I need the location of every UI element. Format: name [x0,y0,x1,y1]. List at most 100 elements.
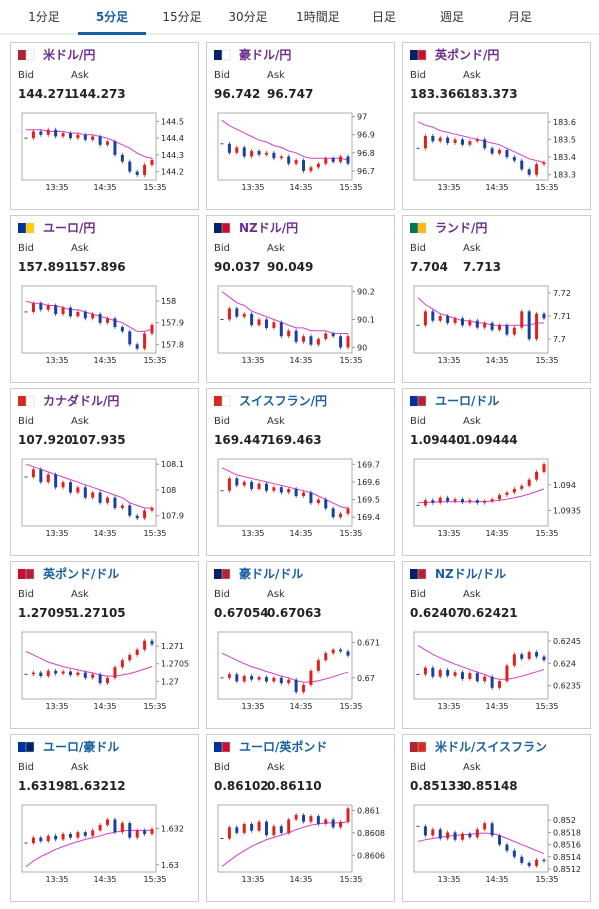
pair-name[interactable]: 英ポンド/ドル [43,566,119,581]
pair-name[interactable]: 英ポンド/円 [435,47,499,62]
bid-label: Bid [18,70,34,81]
candle [54,835,58,840]
pair-name[interactable]: スイスフラン/円 [239,394,327,408]
candle [512,327,516,335]
candle [535,652,539,657]
candle [143,333,147,349]
candle [242,313,246,317]
candle [227,143,231,153]
candle [520,654,524,659]
ask-label: Ask [463,243,481,254]
x-tick-label: 13:35 [241,183,264,192]
x-tick-label: 14:35 [93,875,116,884]
x-tick-label: 13:35 [241,529,264,538]
pair-name[interactable]: ランド/円 [435,221,487,235]
candle [257,821,261,831]
x-tick-label: 14:35 [485,183,508,192]
candle [128,505,132,516]
pair-name[interactable]: ユーロ/ドル [435,394,499,408]
candle [542,859,546,862]
bid-value: 157.891 [18,260,73,274]
pair-name[interactable]: NZドル/ドル [435,567,506,581]
ask-value: 0.86110 [267,779,322,793]
tab[interactable]: 日足 [372,10,396,24]
tab[interactable]: 月足 [508,10,532,24]
bid-value: 183.366 [410,87,465,101]
y-tick-label: 144.2 [161,168,184,177]
pair-name[interactable]: 米ドル/スイスフラン [435,739,547,754]
y-tick-label: 169.5 [357,496,380,505]
tab[interactable]: 週足 [440,10,464,24]
candle [438,497,442,503]
tab[interactable]: 15分足 [162,10,201,24]
pair-name[interactable]: ユーロ/豪ドル [43,739,119,754]
candle [294,679,298,692]
tab[interactable]: 1分足 [28,10,60,24]
x-tick-label: 14:35 [93,183,116,192]
x-tick-label: 13:35 [45,529,68,538]
bid-value: 107.920 [18,433,73,447]
flag [25,568,35,580]
bid-label: Bid [410,70,426,81]
candle [453,832,457,840]
candle [490,322,494,330]
pair-name[interactable]: 豪ドル/ドル [239,566,303,581]
candle [39,303,43,310]
candle [68,833,72,838]
pair-name[interactable]: ユーロ/英ポンド [239,739,327,754]
flag [417,222,427,234]
pair-name[interactable]: NZドル/円 [239,221,298,235]
bid-label: Bid [214,589,230,600]
candle [279,322,283,337]
x-tick-label: 15:35 [535,875,558,884]
pair-name[interactable]: カナダドル/円 [43,393,119,408]
bid-label: Bid [214,70,230,81]
ask-label: Ask [463,70,481,81]
x-tick-label: 15:35 [143,356,166,365]
candle [483,139,487,149]
candle [542,313,546,319]
candle [227,674,231,678]
candle [498,835,502,845]
moving-average [25,463,152,509]
flag [221,49,231,61]
candle [498,681,502,688]
candle [250,481,254,489]
flag [25,741,35,753]
candle [257,483,261,489]
candle [490,676,494,688]
tab[interactable]: 5分足 [96,9,128,24]
y-tick-label: 1.27 [161,677,179,686]
candle [542,656,546,661]
candle [294,488,298,497]
candle [272,322,276,328]
candle [31,303,35,312]
candle [250,313,254,326]
candle [505,150,509,158]
flag [410,569,418,579]
candle [331,819,335,828]
y-tick-label: 90.2 [357,288,375,297]
candle [54,129,58,137]
y-tick-label: 1.0935 [553,507,581,516]
pair-name[interactable]: 豪ドル/円 [239,47,291,62]
candle [54,670,58,674]
bid-value: 1.63198 [18,779,73,793]
x-tick-label: 13:35 [437,356,460,365]
candle [438,137,442,142]
ask-label: Ask [463,762,481,773]
pair-name[interactable]: 米ドル/円 [43,47,95,62]
pair-name[interactable]: ユーロ/円 [43,221,95,235]
y-tick-label: 0.8518 [553,828,581,837]
flag [221,568,231,580]
tab[interactable]: 1時間足 [296,10,340,24]
x-tick-label: 14:35 [485,875,508,884]
y-tick-label: 0.6235 [553,682,581,691]
x-tick-label: 15:35 [339,875,362,884]
tab[interactable]: 30分足 [228,10,267,24]
candle [423,667,427,675]
candle [324,158,328,164]
candle [460,672,464,679]
candle [61,482,65,488]
candle [460,499,464,503]
